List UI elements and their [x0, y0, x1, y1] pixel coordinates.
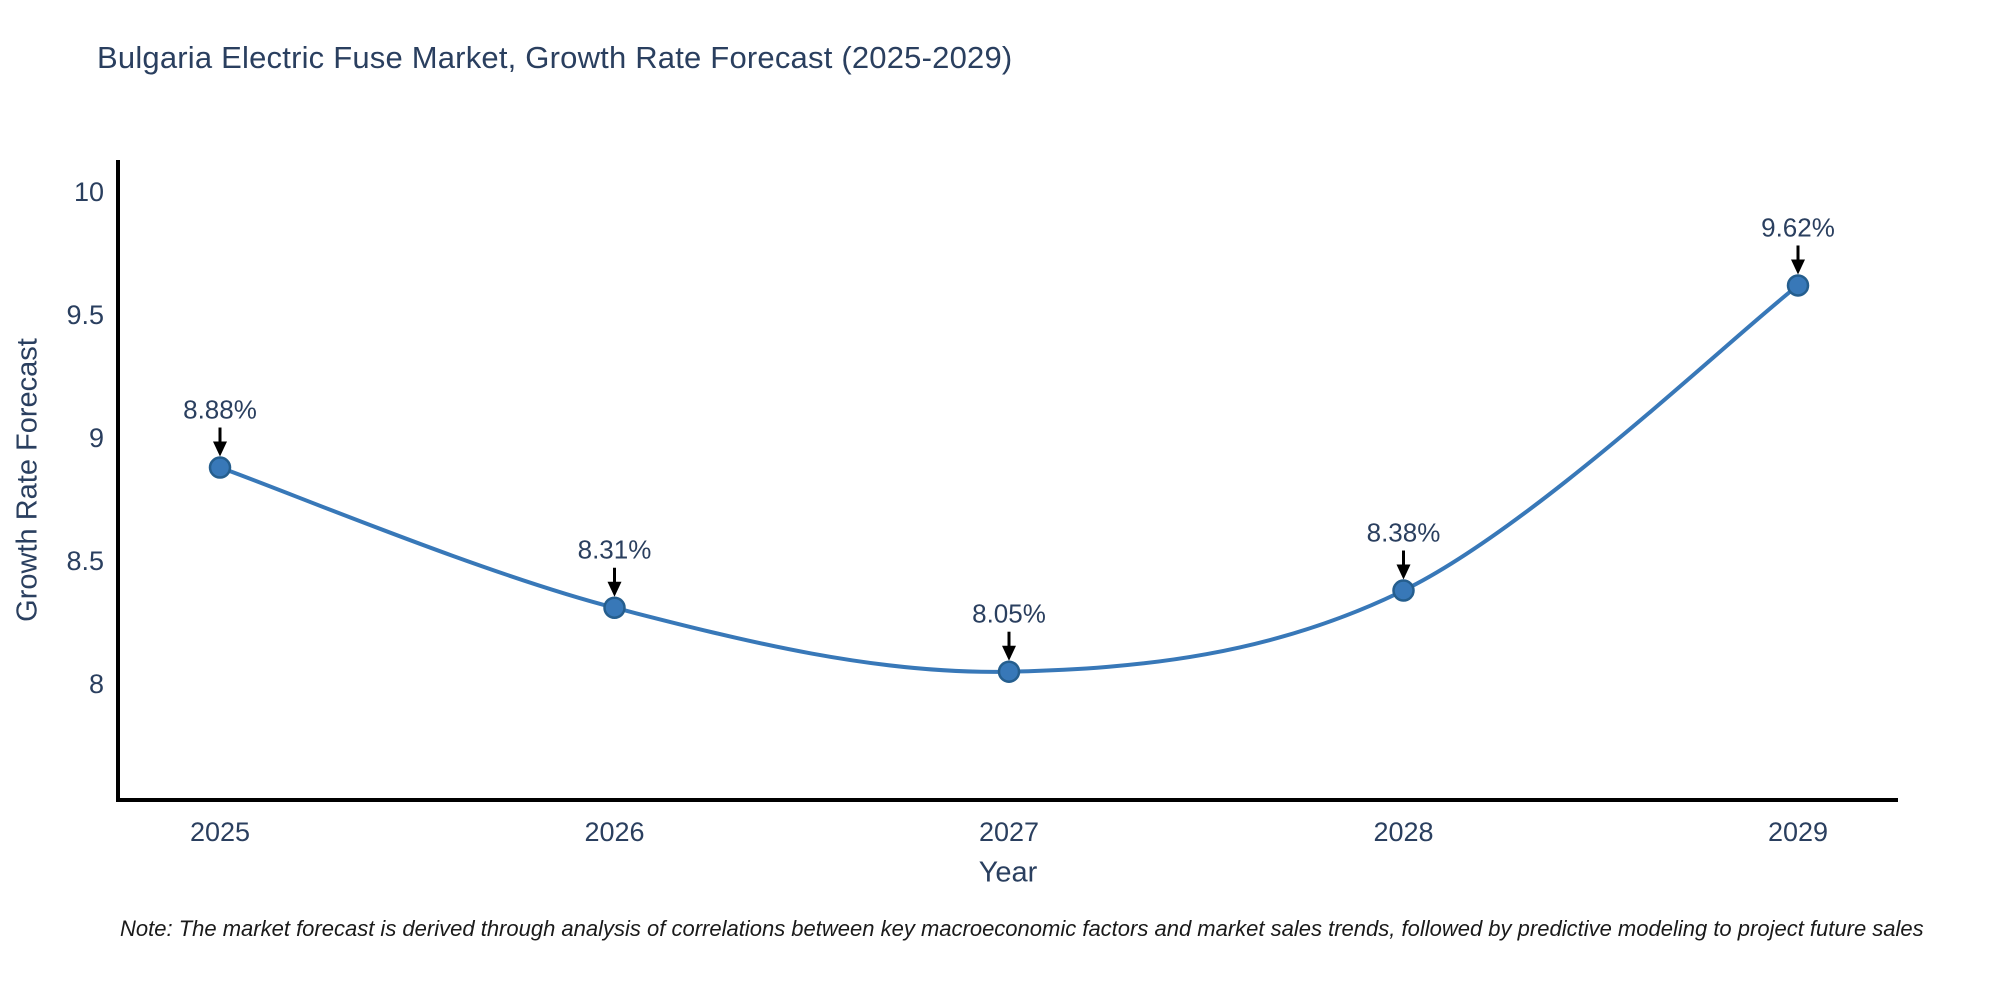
data-point[interactable] — [208, 456, 232, 479]
x-tick-label: 2026 — [584, 817, 644, 847]
data-point-label: 8.88% — [183, 395, 257, 425]
footnote: Note: The market forecast is derived thr… — [120, 916, 1924, 941]
chart-title: Bulgaria Electric Fuse Market, Growth Ra… — [97, 40, 1013, 75]
y-tick-label: 8.5 — [66, 546, 104, 576]
annotation-arrowhead — [1396, 564, 1411, 580]
x-axis-title: Year — [978, 856, 1038, 889]
x-tick-label: 2027 — [979, 817, 1039, 847]
data-point[interactable] — [1786, 274, 1810, 297]
y-tick-label: 8 — [89, 669, 104, 699]
data-point-label: 8.05% — [972, 599, 1046, 629]
data-point-label: 8.38% — [1367, 518, 1441, 548]
x-tick-label: 2029 — [1768, 817, 1828, 847]
y-tick-label: 9.5 — [66, 300, 104, 330]
y-tick-label: 10 — [74, 177, 104, 207]
annotation-arrowhead — [1791, 259, 1805, 275]
data-point[interactable] — [1392, 579, 1415, 602]
data-point-label: 9.62% — [1761, 212, 1835, 242]
data-point[interactable] — [997, 660, 1021, 683]
annotation-arrowhead — [1002, 645, 1016, 661]
annotation-arrowhead — [213, 441, 227, 457]
data-point[interactable] — [603, 596, 626, 619]
x-tick-label: 2025 — [190, 817, 250, 847]
x-tick-label: 2028 — [1373, 817, 1433, 847]
y-tick-label: 9 — [89, 423, 104, 453]
data-point-label: 8.31% — [578, 535, 652, 565]
annotation-arrowhead — [607, 581, 622, 597]
